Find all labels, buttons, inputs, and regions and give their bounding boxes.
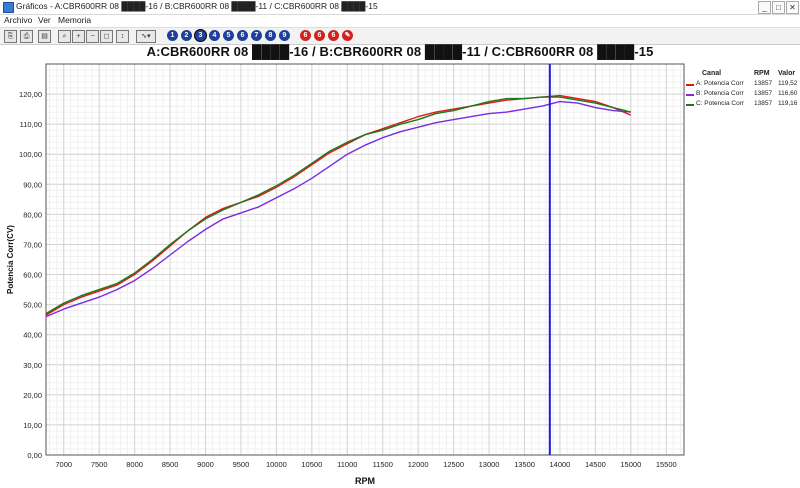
x-tick-label: 9500 — [233, 460, 250, 469]
x-tick-label: 13500 — [514, 460, 535, 469]
legend-value-a: 119,52 — [778, 80, 798, 87]
window-title: Gráficos - A:CBR600RR 08 ████-16 / B:CBR… — [16, 1, 378, 11]
window-titlebar: Gráficos - A:CBR600RR 08 ████-16 / B:CBR… — [0, 0, 800, 15]
legend-value-b: 116,60 — [778, 90, 798, 97]
zoom-out-icon[interactable]: − — [86, 30, 99, 43]
y-tick-label: 20,00 — [23, 391, 42, 400]
y-tick-label: 100,00 — [19, 150, 42, 159]
book-icon[interactable]: ▤ — [38, 30, 51, 43]
toolbar: ⎘ ⎙ ▤ ⌕ + − ◻ ↕ ∿▾ 1 2 3 4 5 6 7 8 9 6 6… — [0, 27, 800, 45]
x-tick-label: 12500 — [443, 460, 464, 469]
x-tick-label: 12000 — [408, 460, 429, 469]
y-axis-label: Potencia Corr(CV) — [6, 225, 15, 294]
chart-title: A:CBR600RR 08 ████-16 / B:CBR600RR 08 ██… — [146, 44, 654, 59]
x-tick-label: 10500 — [301, 460, 322, 469]
channel-button-3[interactable]: 3 — [195, 30, 206, 41]
app-icon — [3, 2, 14, 13]
legend-header-value: Valor — [778, 70, 796, 77]
y-tick-label: 110,00 — [20, 120, 42, 129]
series-line-a[interactable] — [45, 94, 632, 316]
menu-archivo[interactable]: Archivo — [4, 15, 33, 25]
red-button-3[interactable]: 6 — [328, 30, 339, 41]
chart-type-icon[interactable]: ∿▾ — [136, 30, 156, 43]
legend-rpm-b: 13857 — [754, 90, 773, 97]
channel-button-8[interactable]: 8 — [265, 30, 276, 41]
y-tick-label: 120,00 — [19, 90, 42, 99]
channel-button-7[interactable]: 7 — [251, 30, 262, 41]
menu-ver[interactable]: Ver — [38, 15, 51, 25]
series-line-c[interactable] — [45, 96, 631, 315]
maximize-button[interactable]: □ — [772, 1, 785, 14]
x-tick-label: 8500 — [162, 460, 179, 469]
y-tick-label: 50,00 — [23, 301, 42, 310]
y-tick-label: 40,00 — [23, 331, 42, 340]
x-tick-label: 7500 — [91, 460, 108, 469]
print-icon[interactable]: ⎙ — [20, 30, 33, 43]
copy-icon[interactable]: ⎘ — [4, 30, 17, 43]
x-axis-label: RPM — [355, 476, 375, 486]
channel-button-5[interactable]: 5 — [223, 30, 234, 41]
legend-header-channel: Canal — [702, 70, 722, 77]
x-tick-label: 15000 — [620, 460, 641, 469]
channel-button-4[interactable]: 4 — [209, 30, 220, 41]
x-tick-label: 14500 — [585, 460, 606, 469]
y-tick-label: 80,00 — [23, 210, 42, 219]
legend-name-a: A: Potencia Corr — [696, 80, 744, 87]
channel-button-1[interactable]: 1 — [167, 30, 178, 41]
legend-swatch-a — [686, 84, 694, 86]
y-tick-label: 90,00 — [23, 180, 42, 189]
legend-name-c: C: Potencia Corr — [696, 100, 745, 107]
red-button-2[interactable]: 6 — [314, 30, 325, 41]
legend-rpm-a: 13857 — [754, 80, 773, 87]
minimize-button[interactable]: _ — [758, 1, 771, 14]
close-button[interactable]: ✕ — [786, 1, 799, 14]
x-tick-label: 9000 — [197, 460, 214, 469]
x-tick-label: 15500 — [656, 460, 677, 469]
y-tick-label: 70,00 — [23, 240, 42, 249]
channel-button-9[interactable]: 9 — [279, 30, 290, 41]
zoom-window-icon[interactable]: ◻ — [100, 30, 113, 43]
menu-bar: Archivo Ver Memoria — [0, 15, 800, 27]
zoom-in-icon[interactable]: + — [72, 30, 85, 43]
x-tick-label: 13000 — [479, 460, 500, 469]
pencil-icon[interactable]: ✎ — [342, 30, 353, 41]
x-tick-label: 14000 — [550, 460, 571, 469]
legend-value-c: 119,16 — [778, 100, 798, 107]
channel-button-6[interactable]: 6 — [237, 30, 248, 41]
series-line-b[interactable] — [45, 100, 631, 318]
zoom-fit-icon[interactable]: ⌕ — [58, 30, 71, 43]
channel-button-2[interactable]: 2 — [181, 30, 192, 41]
legend-rpm-c: 13857 — [754, 100, 773, 107]
x-tick-label: 7000 — [55, 460, 72, 469]
legend-swatch-c — [686, 104, 694, 106]
legend-swatch-b — [686, 94, 694, 96]
x-tick-label: 11500 — [373, 460, 393, 469]
cursor-icon[interactable]: ↕ — [116, 30, 129, 43]
y-tick-label: 60,00 — [23, 271, 42, 280]
legend-header-rpm: RPM — [754, 70, 770, 77]
y-tick-label: 0,00 — [27, 451, 42, 460]
x-tick-label: 11000 — [337, 460, 357, 469]
x-tick-label: 8000 — [126, 460, 143, 469]
legend-name-b: B: Potencia Corr — [696, 90, 744, 97]
plot-area[interactable] — [45, 63, 685, 456]
y-tick-label: 10,00 — [23, 421, 42, 430]
y-tick-label: 30,00 — [23, 361, 42, 370]
red-button-1[interactable]: 6 — [300, 30, 311, 41]
x-tick-label: 10000 — [266, 460, 287, 469]
menu-memoria[interactable]: Memoria — [58, 15, 92, 25]
